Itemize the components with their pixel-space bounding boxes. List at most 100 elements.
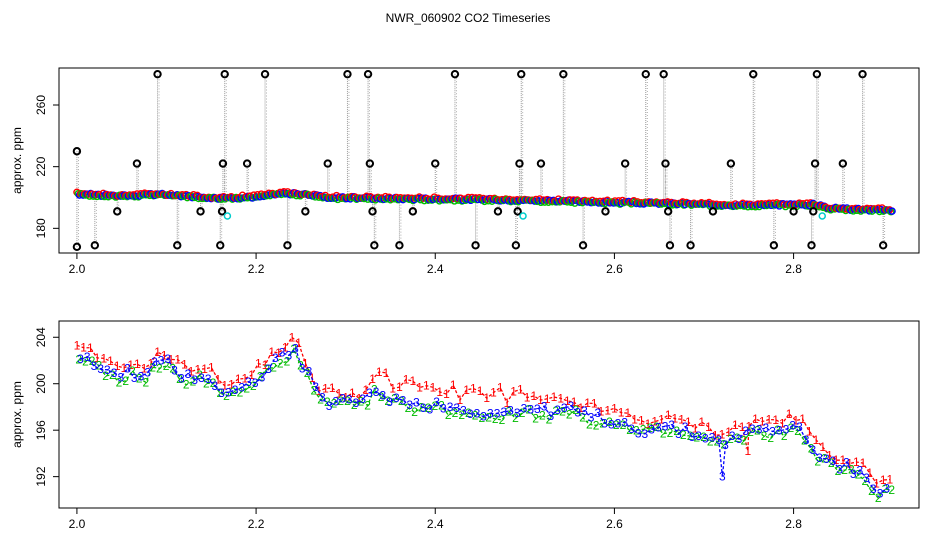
detail-series-1-point: 1 — [833, 453, 840, 467]
detail-series-1-point: 1 — [772, 413, 779, 427]
detail-series-2-point: 2 — [512, 411, 519, 425]
detail-series-2-point: 2 — [774, 423, 781, 437]
detail-series-3-point: 3 — [104, 363, 111, 377]
detail-series-3-point: 3 — [642, 427, 649, 441]
detail-series-1-point: 1 — [604, 403, 611, 417]
detail-series-3-point: 3 — [756, 423, 763, 437]
detail-series-1-point: 1 — [752, 412, 759, 426]
detail-series-3-point: 3 — [178, 372, 185, 386]
detail-series-1-point: 1 — [147, 357, 154, 371]
detail-series-2-point: 2 — [243, 381, 250, 395]
detail-series-3-point: 3 — [272, 351, 279, 365]
detail-series-3-point: 3 — [796, 420, 803, 434]
detail-series-1-point: 1 — [201, 362, 208, 376]
detail-series-2-point: 2 — [196, 368, 203, 382]
detail-series-2-point: 2 — [566, 407, 573, 421]
detail-series-1-point: 1 — [786, 407, 793, 421]
detail-series-2-point: 2 — [606, 415, 613, 429]
overview-outlier-point — [363, 69, 373, 79]
detail-series-1-point: 1 — [114, 359, 121, 373]
detail-series-1-point: 1 — [530, 389, 537, 403]
overview-data-layer — [72, 69, 896, 252]
detail-series-2-point: 2 — [559, 404, 566, 418]
detail-series-1-point: 1 — [665, 408, 672, 422]
detail-series-3-point: 3 — [857, 464, 864, 478]
detail-series-1-point: 1 — [389, 382, 396, 396]
overview-outlier-point — [809, 207, 818, 216]
detail-series-3-point: 3 — [635, 427, 642, 441]
overview-outlier-point — [515, 159, 524, 168]
detail-series-1-point: 1 — [87, 341, 94, 355]
overview-flagged-point — [223, 212, 232, 220]
detail-series-2-point: 2 — [848, 462, 855, 476]
detail-series-1-point: 1 — [745, 419, 752, 433]
detail-series-1-point: 1 — [349, 386, 356, 400]
detail-series-3-point: 3 — [353, 396, 360, 410]
detail-series-3-point: 3 — [433, 395, 440, 409]
detail-y-axis-label: approx. ppm — [10, 381, 24, 448]
detail-series-2-point: 2 — [324, 395, 331, 409]
detail-series-3-point: 3 — [218, 386, 225, 400]
detail-series-1-point: 1 — [826, 448, 833, 462]
detail-series-2-point: 2 — [89, 354, 96, 368]
detail-series-1-point: 1 — [255, 357, 262, 371]
detail-series-2-point: 2 — [868, 484, 875, 498]
detail-series-3-point: 3 — [662, 419, 669, 433]
detail-series-1-point: 1 — [208, 360, 215, 374]
detail-series-3-point: 3 — [138, 370, 145, 384]
detail-series-1-point: 1 — [174, 353, 181, 367]
detail-series-2-point: 2 — [250, 379, 257, 393]
overview-outlier-point — [517, 69, 526, 79]
detail-series-2-point: 2 — [136, 372, 143, 386]
overview-point — [888, 207, 896, 215]
detail-y-tick-label: 200 — [34, 373, 48, 393]
detail-series-1-point: 1 — [396, 380, 403, 394]
overview-outlier-point — [769, 241, 779, 250]
detail-series-3-point: 3 — [736, 432, 743, 446]
overview-outlier-point — [812, 69, 822, 79]
detail-series-2-point: 2 — [485, 410, 492, 424]
detail-series-2-point: 2 — [331, 396, 338, 410]
overview-outlier-point — [260, 69, 270, 79]
detail-series-2-point: 2 — [767, 431, 774, 445]
detail-series-1-point: 1 — [443, 387, 450, 401]
detail-series-1-point: 1 — [322, 381, 329, 395]
overview-outlier-point — [218, 159, 228, 168]
detail-series-1-point: 1 — [631, 412, 638, 426]
detail-series-3-point: 3 — [621, 415, 628, 429]
detail-series-3-point: 3 — [554, 403, 561, 417]
detail-series-1-point: 1 — [745, 444, 752, 458]
detail-series-1-point: 1 — [195, 362, 202, 376]
detail-series-2-point: 2 — [653, 420, 660, 434]
detail-series-2-point: 2 — [257, 369, 264, 383]
detail-series-2-point: 2 — [882, 482, 889, 496]
overview-plot-frame — [58, 67, 920, 254]
detail-series-1-point: 1 — [887, 473, 894, 487]
detail-series-1-point: 1 — [74, 338, 81, 352]
detail-series-1-point: 1 — [584, 396, 591, 410]
detail-series-1-point: 1 — [463, 383, 470, 397]
overview-outlier-point — [749, 69, 758, 79]
detail-series-2-point: 2 — [405, 401, 412, 415]
detail-series-1-point: 1 — [168, 353, 175, 367]
detail-series-2-point: 2 — [317, 393, 324, 407]
overview-outlier-point — [663, 207, 673, 216]
detail-series-2-point: 2 — [505, 404, 512, 418]
detail-series-1-point: 1 — [457, 393, 464, 407]
detail-series-3-point: 3 — [762, 421, 769, 435]
detail-series-2-point: 2 — [304, 366, 311, 380]
detail-series-2-point: 2 — [667, 426, 674, 440]
detail-series-3-point: 3 — [252, 376, 259, 390]
detail-series-2-point: 2 — [888, 483, 895, 497]
detail-series-1-point: 1 — [564, 394, 571, 408]
detail-series-1-point: 1 — [154, 345, 161, 359]
detail-series-3-point: 3 — [393, 391, 400, 405]
detail-series-3-point: 3 — [111, 366, 118, 380]
detail-series-2-point: 2 — [801, 433, 808, 447]
detail-series-3-point: 3 — [668, 418, 675, 432]
detail-series-3-point: 3 — [420, 401, 427, 415]
